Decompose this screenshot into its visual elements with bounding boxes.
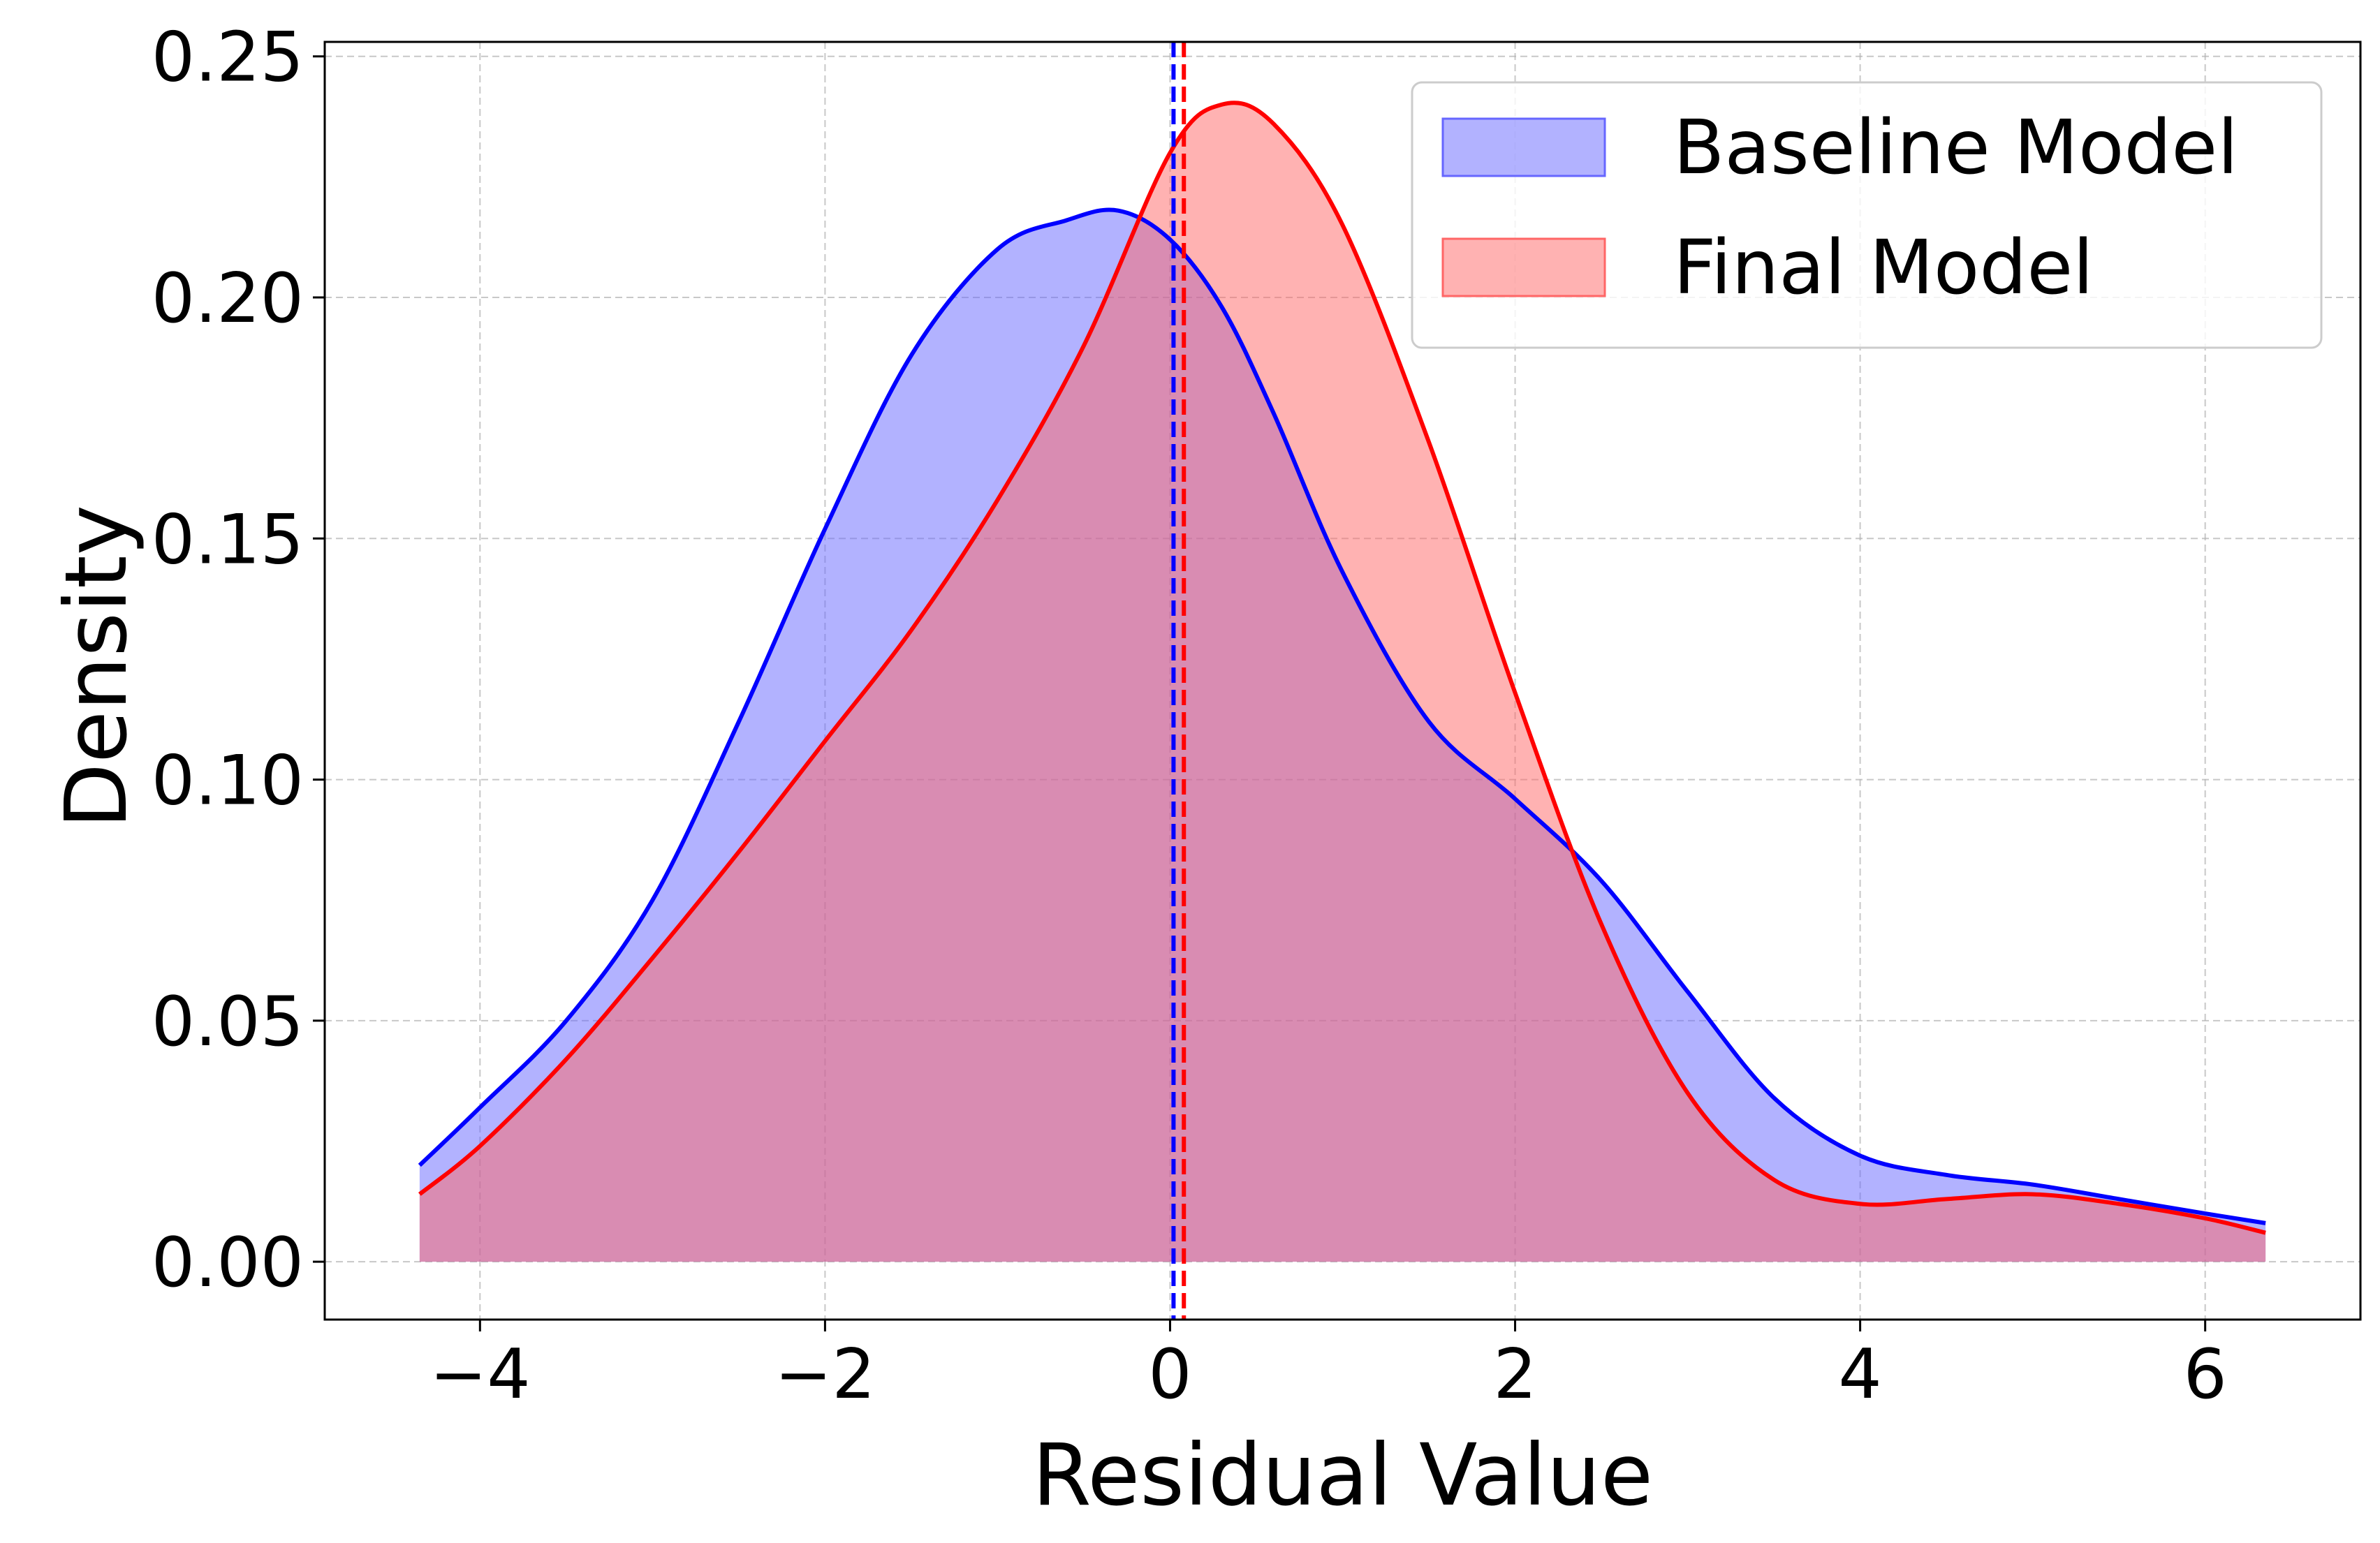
y-tick-label: 0.15: [152, 500, 304, 579]
legend-label-baseline-model: Baseline Model: [1673, 105, 2238, 191]
y-axis-ticks: 0.00 0.05 0.10 0.15 0.20 0.25: [152, 18, 325, 1303]
legend-label-final-model: Final Model: [1673, 225, 2094, 311]
density-curve-baseline-model: [418, 207, 2266, 1225]
x-tick-label: −2: [774, 1335, 875, 1415]
y-tick-label: 0.25: [152, 18, 304, 98]
x-tick-label: 2: [1493, 1335, 1536, 1415]
y-tick-label: 0.05: [152, 982, 304, 1062]
legend-box: [1411, 81, 2323, 349]
y-tick-label: 0.10: [152, 741, 304, 821]
x-tick-label: 4: [1838, 1335, 1881, 1415]
density-curves: [418, 101, 2266, 1235]
plot-frame: [323, 40, 2362, 1321]
density-fills: [419, 103, 2266, 1262]
density-curve-final-model: [418, 101, 2266, 1235]
x-tick-label: 6: [2183, 1335, 2226, 1415]
x-tick-label: −4: [429, 1335, 530, 1415]
legend-swatch-final-model: [1441, 237, 1606, 297]
legend-swatch-baseline-model: [1441, 117, 1606, 177]
x-axis-title: Residual Value: [1032, 1426, 1653, 1525]
density-fill-final-model: [419, 103, 2266, 1262]
legend: Baseline Model Final Model: [1411, 81, 2323, 349]
x-axis-ticks: −4 −2 0 2 4 6: [429, 1320, 2227, 1415]
y-axis-title: Density: [47, 505, 146, 829]
y-tick-label: 0.20: [152, 259, 304, 339]
x-tick-label: 0: [1148, 1335, 1191, 1415]
mean-lines: [1171, 42, 1187, 1320]
y-tick-label: 0.00: [152, 1223, 304, 1303]
